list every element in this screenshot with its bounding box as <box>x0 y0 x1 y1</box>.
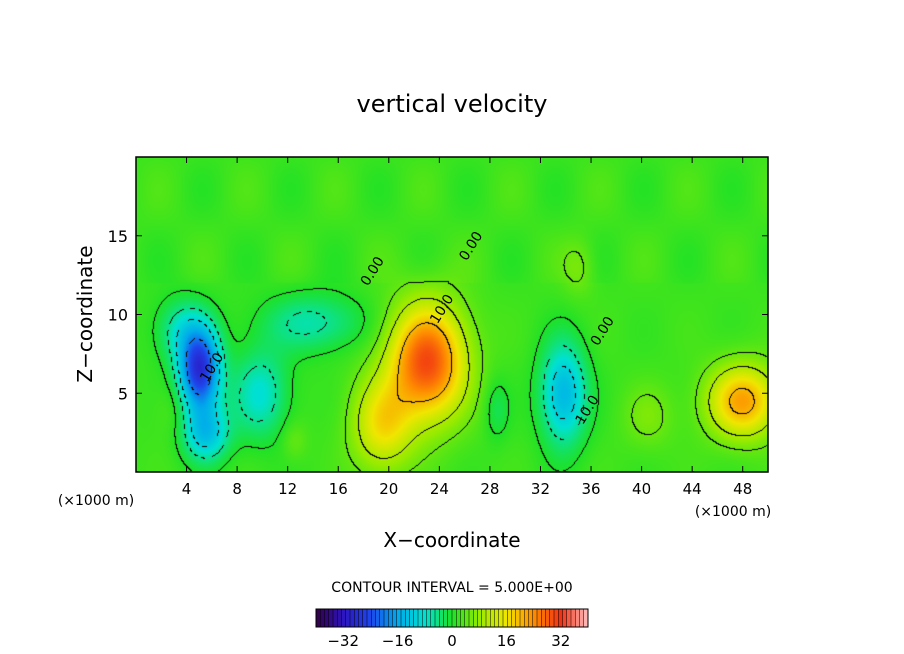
colorbar-swatch <box>537 609 542 627</box>
colorbar-swatch <box>413 609 419 627</box>
x-tick-label: 16 <box>329 480 348 498</box>
colorbar-swatch <box>371 609 376 627</box>
x-tick-label: 20 <box>379 480 398 498</box>
colorbar-swatch <box>447 609 453 627</box>
colorbar-swatch <box>528 609 534 627</box>
colorbar-tick-label: 32 <box>551 632 570 650</box>
colorbar-swatch <box>422 609 427 627</box>
x-unit-left: (×1000 m) <box>58 493 134 509</box>
colorbar-swatch <box>362 609 368 627</box>
x-tick-label: 8 <box>232 480 242 498</box>
colorbar-swatch <box>515 609 521 627</box>
colorbar-swatch <box>507 609 512 627</box>
colorbar-swatch <box>549 609 555 627</box>
colorbar-swatch <box>486 609 491 627</box>
x-tick-label: 44 <box>683 480 702 498</box>
colorbar-swatch <box>443 609 449 627</box>
colorbar-swatch <box>511 609 517 627</box>
colorbar-swatch <box>337 609 342 627</box>
colorbar-swatch <box>571 609 576 627</box>
colorbar-swatch <box>545 609 551 627</box>
chart-title: vertical velocity <box>357 90 548 118</box>
colorbar-swatch <box>328 609 334 627</box>
colorbar-swatch <box>384 609 389 627</box>
y-tick-label: 15 <box>108 227 128 246</box>
colorbar-swatch <box>541 609 546 627</box>
y-axis-label: Z−coordinate <box>73 245 97 382</box>
x-tick-label: 32 <box>531 480 550 498</box>
y-tick-label: 5 <box>118 384 128 403</box>
colorbar-swatch <box>524 609 529 627</box>
colorbar-swatch <box>401 609 406 627</box>
x-tick-label: 28 <box>480 480 499 498</box>
colorbar: −32 −16 0 16 32 <box>315 608 589 650</box>
colorbar-swatch <box>477 609 483 627</box>
colorbar-swatch <box>409 609 415 627</box>
x-tick-label: 36 <box>581 480 600 498</box>
colorbar-swatch <box>481 609 487 627</box>
colorbar-swatch <box>379 609 385 627</box>
colorbar-swatch <box>375 609 381 627</box>
colorbar-swatch <box>345 609 351 627</box>
colorbar-tick-label: −16 <box>382 632 414 650</box>
colorbar-swatch <box>566 609 572 627</box>
colorbar-swatch <box>388 609 393 627</box>
x-tick-label: 24 <box>430 480 449 498</box>
colorbar-swatch <box>426 609 432 627</box>
x-axis: 4 8 12 16 20 24 28 32 36 40 44 48 <box>182 157 752 498</box>
colorbar-swatch <box>558 609 563 627</box>
heatmap-image <box>136 157 768 472</box>
colorbar-swatch <box>562 609 568 627</box>
colorbar-swatch <box>367 609 372 627</box>
colorbar-tick-label: 16 <box>497 632 516 650</box>
x-tick-label: 40 <box>632 480 651 498</box>
colorbar-swatch <box>554 609 559 627</box>
y-tick-label: 10 <box>108 306 128 325</box>
colorbar-swatch <box>452 609 457 627</box>
colorbar-swatch <box>405 609 410 627</box>
colorbar-swatch <box>418 609 423 627</box>
x-tick-label: 12 <box>278 480 297 498</box>
colorbar-swatch <box>532 609 538 627</box>
contour-interval-label: CONTOUR INTERVAL = 5.000E+00 <box>331 580 572 596</box>
colorbar-swatch <box>503 609 508 627</box>
colorbar-swatch <box>320 609 325 627</box>
colorbar-swatch <box>430 609 436 627</box>
colorbar-swatch <box>464 609 470 627</box>
colorbar-swatch <box>490 609 495 627</box>
colorbar-tick-label: −32 <box>327 632 359 650</box>
colorbar-swatch <box>392 609 398 627</box>
x-unit-right: (×1000 m) <box>695 504 771 520</box>
y-axis: 5 10 15 <box>108 227 768 403</box>
colorbar-swatch <box>324 609 330 627</box>
colorbar-swatch <box>575 609 580 627</box>
colorbar-swatch <box>435 609 440 627</box>
colorbar-swatch <box>579 609 585 627</box>
colorbar-swatch <box>583 609 589 627</box>
x-tick-label: 4 <box>182 480 192 498</box>
colorbar-swatch <box>396 609 402 627</box>
colorbar-swatch <box>358 609 364 627</box>
colorbar-swatch <box>316 609 321 627</box>
colorbar-swatch <box>350 609 355 627</box>
x-tick-label: 48 <box>733 480 752 498</box>
colorbar-swatch <box>439 609 444 627</box>
colorbar-swatch <box>498 609 504 627</box>
colorbar-tick-label: 0 <box>447 632 457 650</box>
colorbar-swatch <box>469 609 474 627</box>
colorbar-swatch <box>456 609 461 627</box>
colorbar-swatch <box>494 609 500 627</box>
colorbar-swatch <box>341 609 347 627</box>
x-axis-label: X−coordinate <box>383 528 520 552</box>
colorbar-swatch <box>333 609 338 627</box>
colorbar-swatch <box>354 609 359 627</box>
colorbar-swatch <box>520 609 525 627</box>
colorbar-frame <box>315 608 589 628</box>
colorbar-swatch <box>473 609 478 627</box>
colorbar-swatch <box>460 609 466 627</box>
